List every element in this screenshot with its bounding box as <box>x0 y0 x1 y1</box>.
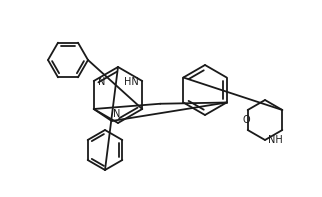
Text: NH: NH <box>268 135 283 145</box>
Text: HN: HN <box>125 77 139 87</box>
Text: N: N <box>98 77 105 87</box>
Text: O: O <box>243 115 251 125</box>
Text: N: N <box>113 109 121 119</box>
